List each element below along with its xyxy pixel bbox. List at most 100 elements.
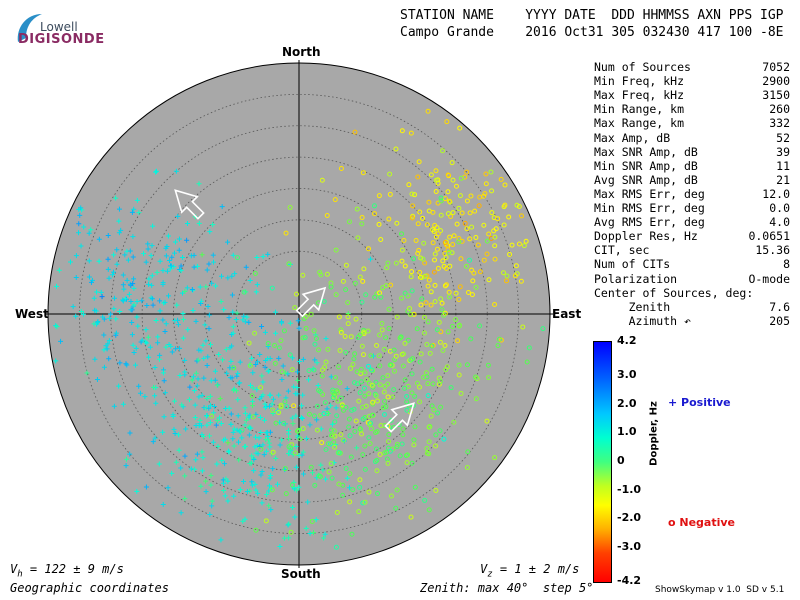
source-point-positive [157, 298, 163, 304]
source-point-negative [379, 321, 385, 327]
source-point-negative [434, 327, 440, 333]
source-point-positive [196, 347, 202, 353]
source-point-negative [356, 398, 362, 404]
source-point-negative [409, 215, 415, 221]
source-point-positive [163, 344, 169, 350]
source-point-positive [184, 285, 190, 291]
source-point-negative [456, 205, 462, 211]
source-point-negative [449, 250, 455, 256]
source-point-positive [182, 473, 188, 479]
source-point-negative [303, 313, 309, 319]
source-point-positive [209, 503, 215, 509]
source-point-negative [489, 188, 495, 194]
source-point-positive [196, 181, 202, 187]
source-point-positive [203, 338, 209, 344]
source-point-negative [368, 353, 374, 359]
source-point-positive [163, 253, 169, 259]
source-point-negative [443, 242, 449, 248]
source-point-negative [470, 278, 476, 284]
source-point-negative [413, 237, 419, 243]
source-point-positive [129, 332, 135, 338]
source-point-positive [261, 417, 267, 423]
source-point-negative [328, 427, 334, 433]
source-point-negative [319, 373, 325, 379]
source-point-positive [251, 457, 257, 463]
source-point-positive [176, 447, 182, 453]
source-point-positive [230, 252, 236, 258]
source-point-negative [430, 381, 436, 387]
source-point-positive [177, 373, 183, 379]
source-point-positive [120, 297, 126, 303]
source-point-positive [174, 302, 180, 308]
source-point-positive [160, 501, 166, 507]
source-point-positive [262, 329, 268, 335]
source-point-negative [504, 278, 510, 284]
source-point-positive [182, 453, 188, 459]
source-point-negative [303, 325, 309, 331]
source-point-positive [299, 416, 305, 422]
source-point-positive [323, 476, 329, 482]
source-point-positive [269, 401, 275, 407]
source-point-positive [220, 477, 226, 483]
source-point-negative [249, 393, 255, 399]
stat-value: 39 [776, 144, 790, 159]
source-point-negative [464, 198, 470, 204]
source-point-negative [239, 427, 245, 433]
source-point-negative [404, 393, 410, 399]
source-point-negative [442, 343, 448, 349]
source-point-negative [431, 407, 437, 413]
source-point-positive [253, 289, 259, 295]
source-point-negative [425, 381, 431, 387]
source-point-positive [230, 436, 236, 442]
source-point-negative [406, 182, 412, 188]
source-point-positive [285, 371, 291, 377]
source-point-negative [377, 290, 383, 296]
source-point-positive [267, 392, 273, 398]
source-point-negative [457, 284, 463, 290]
source-point-positive [206, 405, 212, 411]
source-point-positive [195, 357, 201, 363]
source-point-negative [450, 177, 456, 183]
source-point-positive [313, 517, 319, 523]
source-point-positive [182, 357, 188, 363]
source-point-positive [291, 384, 297, 390]
source-point-negative [409, 288, 415, 294]
source-point-positive [130, 234, 136, 240]
source-point-negative [394, 444, 400, 450]
source-point-negative [325, 441, 331, 447]
source-point-negative [484, 251, 490, 257]
source-point-positive [195, 376, 201, 382]
source-point-positive [165, 485, 171, 491]
source-point-negative [427, 350, 433, 356]
source-point-negative [374, 342, 380, 348]
source-point-positive [277, 543, 283, 549]
stat-value: 52 [776, 130, 790, 145]
source-point-negative [361, 266, 367, 272]
source-point-negative [405, 452, 411, 458]
source-point-negative [412, 192, 418, 198]
source-point-positive [254, 255, 260, 261]
source-point-positive [162, 390, 168, 396]
stat-label: Max Amp, dB [594, 130, 671, 145]
source-point-positive [265, 251, 271, 257]
source-point-negative [504, 273, 510, 279]
source-point-negative [322, 400, 328, 406]
source-point-positive [300, 392, 306, 398]
source-point-negative [399, 258, 405, 264]
source-point-negative [382, 450, 388, 456]
source-point-negative [416, 159, 422, 165]
source-point-positive [229, 273, 235, 279]
source-point-negative [367, 441, 373, 447]
source-point-negative [323, 446, 329, 452]
source-point-negative [402, 385, 408, 391]
source-point-positive [190, 307, 196, 313]
source-point-negative [336, 364, 342, 370]
source-point-negative [468, 193, 474, 199]
source-point-negative [421, 240, 427, 246]
source-point-positive [162, 299, 168, 305]
source-point-negative [377, 382, 383, 388]
source-point-negative [456, 322, 462, 328]
source-point-negative [387, 171, 393, 177]
source-point-positive [143, 484, 149, 490]
source-point-positive [210, 252, 216, 258]
